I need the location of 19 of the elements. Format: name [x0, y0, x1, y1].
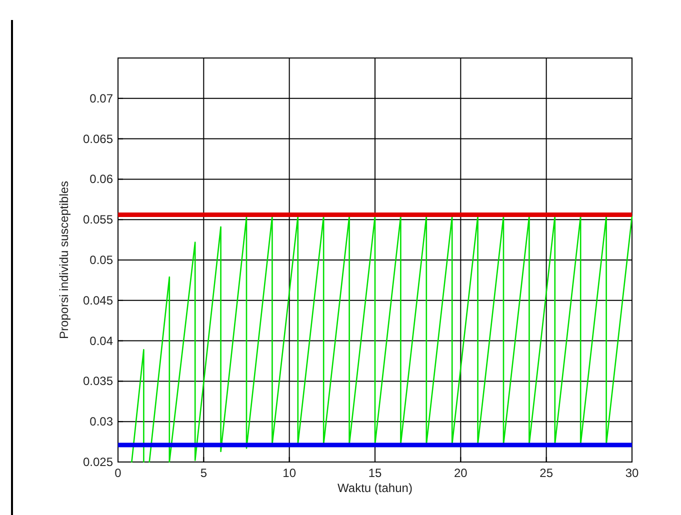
y-tick-label: 0.065	[82, 132, 114, 146]
y-tick-label: 0.06	[90, 172, 114, 186]
x-tick-label: 25	[540, 466, 554, 480]
y-tick-label: 0.07	[90, 91, 114, 106]
y-tick-label: 0.03	[90, 414, 114, 429]
y-tick-label: 0.025	[82, 455, 114, 469]
x-tick-label: 30	[625, 466, 639, 480]
x-tick-label: 10	[282, 466, 296, 480]
y-tick-label: 0.045	[82, 293, 114, 308]
x-tick-label: 20	[454, 466, 468, 480]
x-tick-label: 5	[200, 466, 208, 480]
y-tick-label: 0.055	[82, 212, 114, 227]
y-axis-title: Proporsi individu susceptibles	[57, 180, 71, 340]
y-tick-label: 0.035	[82, 374, 114, 388]
y-tick-label: 0.05	[90, 253, 114, 267]
y-tick-label: 0.04	[90, 334, 114, 348]
x-tick-label: 0	[114, 466, 122, 480]
x-tick-label: 15	[368, 466, 382, 480]
x-axis-title: Waktu (tahun)	[338, 481, 412, 495]
